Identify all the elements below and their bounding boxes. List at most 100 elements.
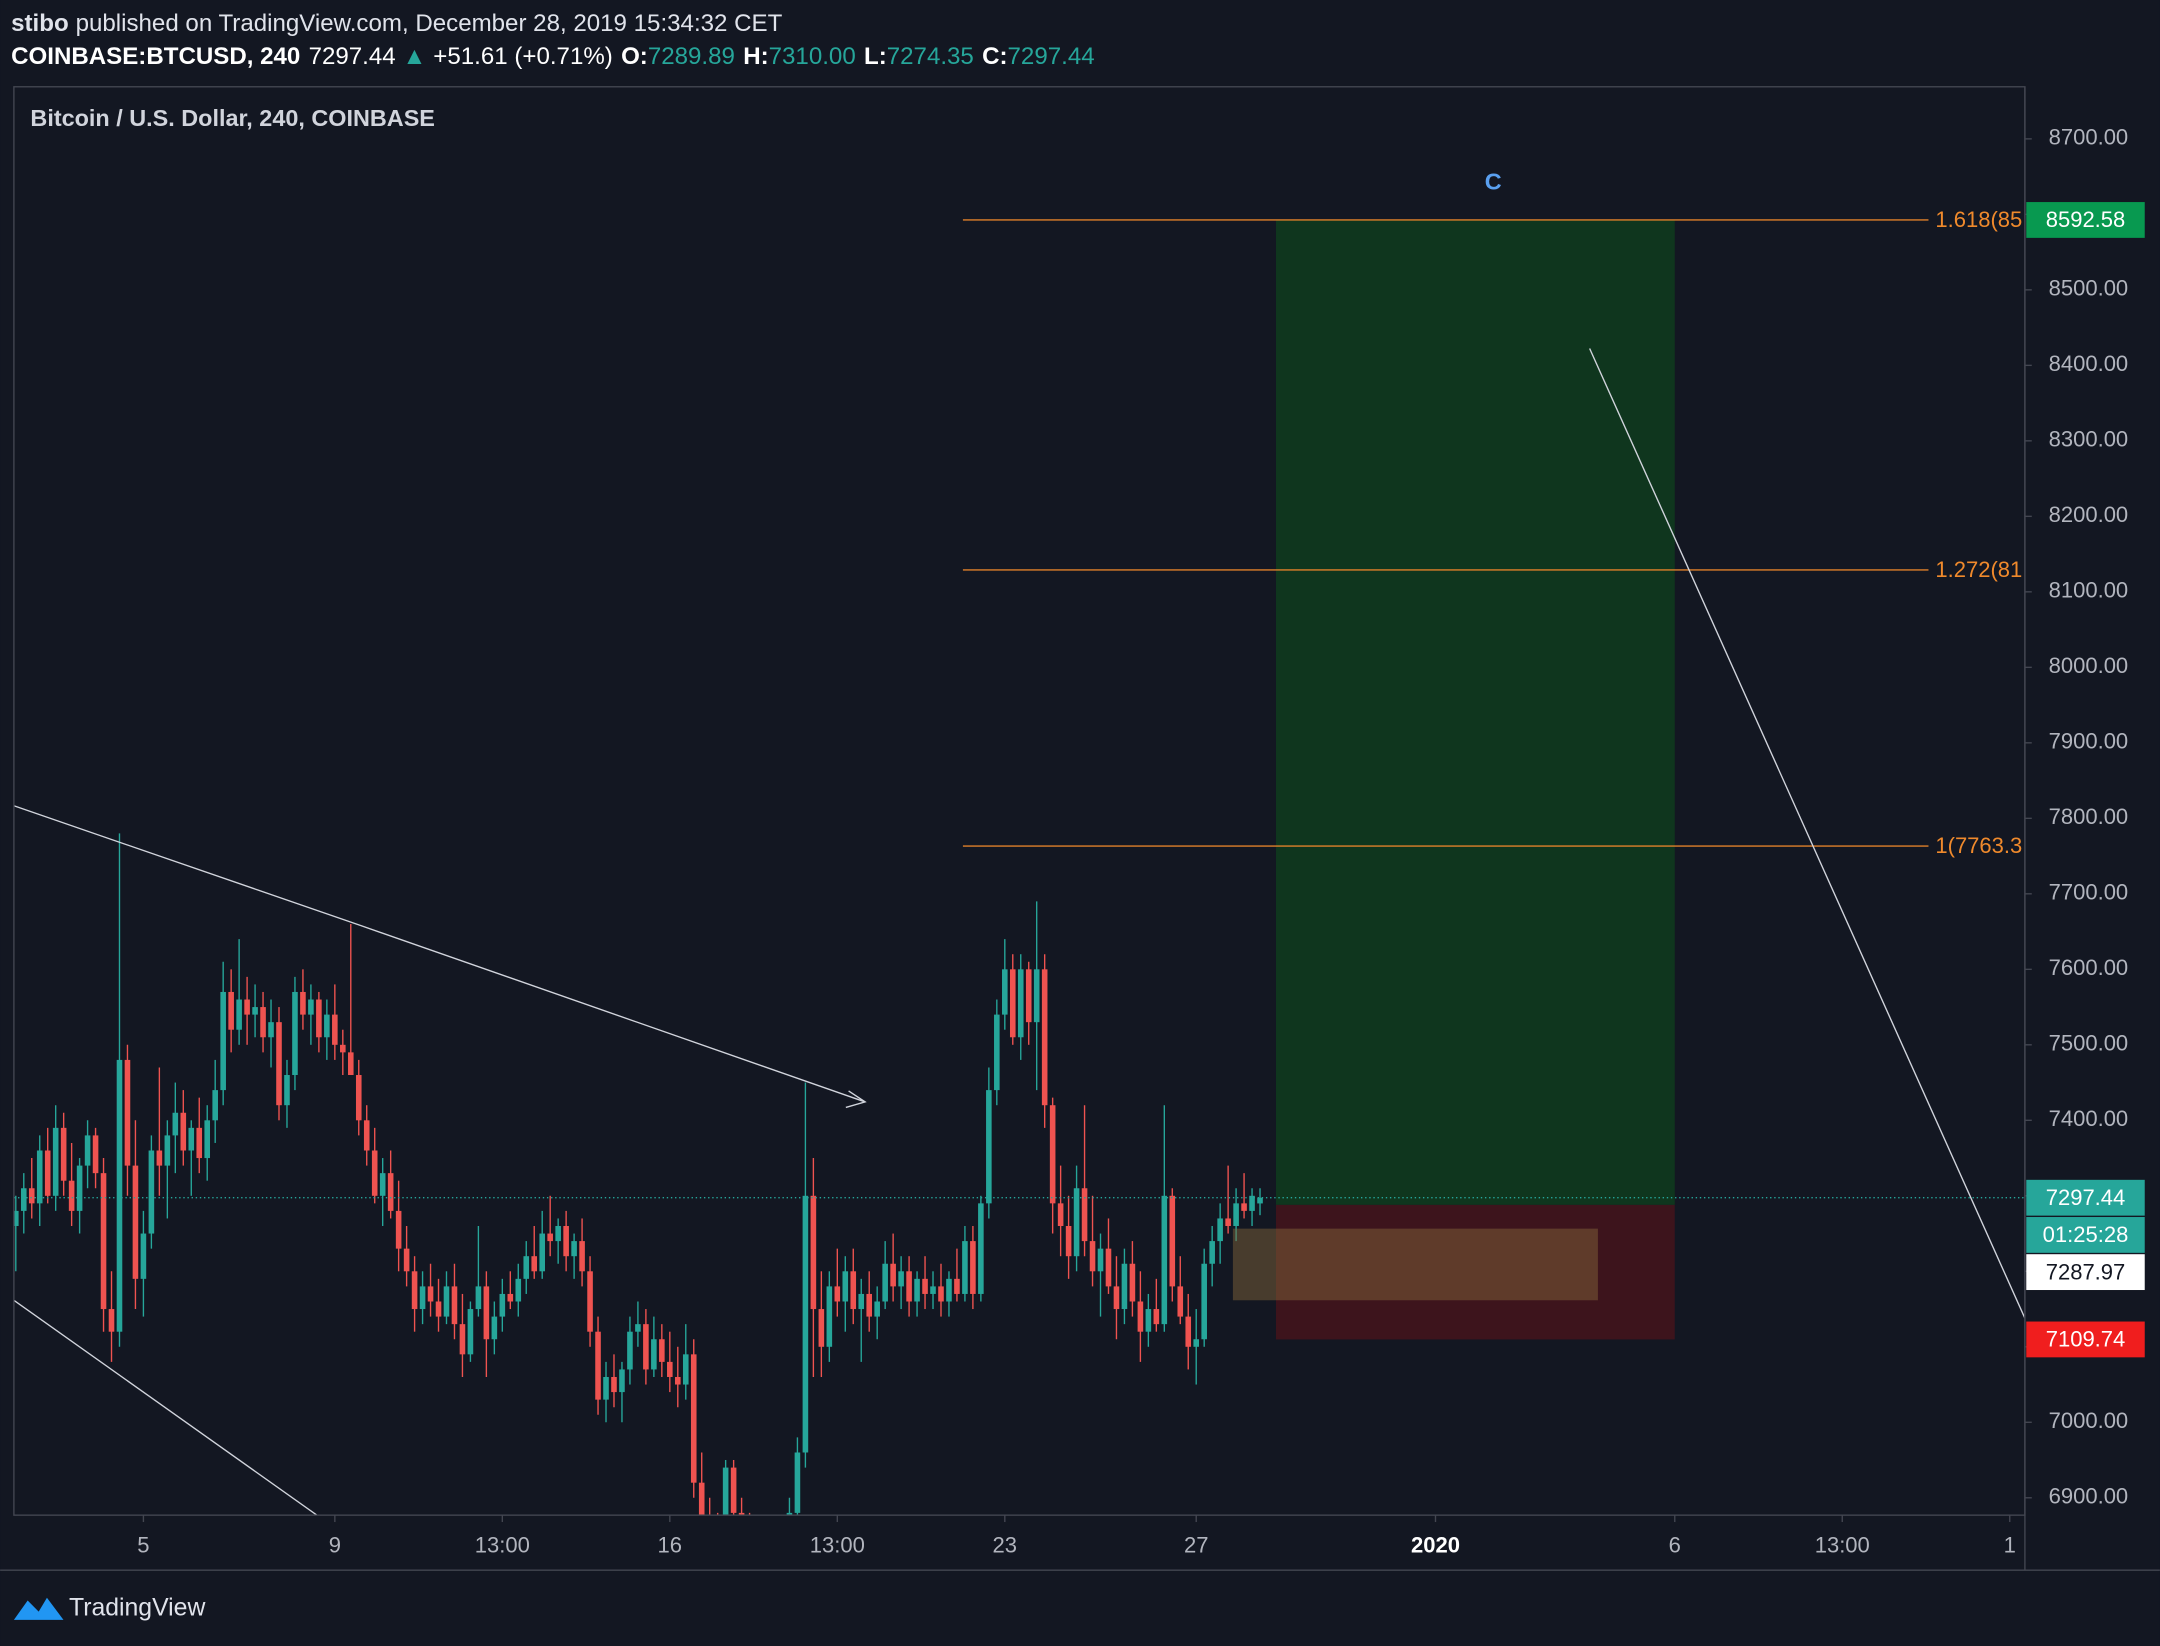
candle-body: [555, 1225, 561, 1242]
author: stibo: [11, 10, 69, 37]
candle-body: [587, 1271, 593, 1332]
candle-body: [387, 1173, 394, 1211]
change: +51.61 (+0.71%): [433, 43, 612, 70]
x-tick-label: 6: [1669, 1533, 1681, 1558]
candle-body: [1201, 1263, 1207, 1340]
high-label: H:: [743, 43, 768, 70]
candle-body: [1137, 1301, 1144, 1332]
candle-body: [922, 1278, 928, 1294]
candle-body: [1002, 969, 1008, 1015]
candle-body: [467, 1309, 474, 1355]
candle-body: [1257, 1197, 1263, 1204]
candle-body: [834, 1286, 841, 1302]
close-label: C:: [982, 43, 1007, 70]
candle-body: [1129, 1263, 1136, 1302]
loss-zone: [1275, 1204, 1675, 1340]
y-tick-label: 8000.00: [2049, 653, 2129, 678]
candle-body: [84, 1135, 91, 1166]
entry-price-tag-bg: [2026, 1254, 2145, 1291]
candle-body: [411, 1271, 418, 1310]
candle-body: [547, 1233, 553, 1242]
candle-body: [1145, 1309, 1152, 1332]
symbol: COINBASE:BTCUSD, 240: [11, 43, 300, 70]
y-tick-label: 7900.00: [2049, 729, 2129, 754]
footer: TradingView: [13, 1594, 205, 1621]
candle-body: [954, 1278, 960, 1294]
x-tick-label: 27: [1184, 1533, 1208, 1558]
logo: [13, 1597, 64, 1620]
candle-body: [1153, 1309, 1160, 1325]
candle-body: [1249, 1195, 1255, 1211]
candle-body: [930, 1286, 936, 1294]
candle-body: [491, 1316, 498, 1340]
candle-body: [188, 1127, 195, 1151]
candle-body: [970, 1241, 976, 1294]
candle-body: [1065, 1225, 1072, 1257]
last-price-tag: 7297.44: [2046, 1185, 2126, 1210]
y-tick-label: 7000.00: [2049, 1408, 2129, 1433]
target-price-tag-bg: [2026, 202, 2145, 238]
candle-body: [332, 1014, 338, 1045]
candle-body: [690, 1354, 697, 1483]
candle-body: [164, 1135, 171, 1166]
x-tick-label: 13:00: [475, 1533, 530, 1558]
candle-body: [643, 1324, 649, 1370]
candle-body: [236, 999, 242, 1030]
candle-body: [571, 1241, 577, 1257]
y-tick-label: 8300.00: [2049, 427, 2129, 452]
candle-body: [212, 1090, 218, 1121]
candle-body: [635, 1324, 641, 1332]
candle-body: [675, 1376, 681, 1385]
stop-price-tag: 7109.74: [2046, 1327, 2126, 1352]
candle-body: [403, 1248, 410, 1272]
candle-body: [435, 1301, 442, 1317]
candle-body: [1073, 1188, 1080, 1257]
candle-body: [1033, 969, 1040, 1023]
fib-label: 1(7763.3: [1935, 833, 2022, 858]
candle-body: [1225, 1218, 1231, 1226]
x-tick-label: 9: [329, 1533, 341, 1558]
candle-body: [308, 999, 314, 1015]
candle-body: [1057, 1203, 1064, 1226]
candle-body: [1185, 1316, 1192, 1347]
candle-body: [475, 1286, 482, 1310]
candle-body: [810, 1195, 817, 1310]
trend-line: [13, 1299, 318, 1516]
candle-body: [180, 1112, 187, 1151]
axes: 6900.007000.007100.007200.007300.007400.…: [137, 125, 2145, 1558]
candle-body: [682, 1354, 689, 1385]
brand: TradingView: [69, 1594, 205, 1621]
open: 7289.89: [648, 43, 735, 70]
candle-body: [156, 1150, 163, 1166]
candle-body: [427, 1286, 434, 1302]
candle-body: [1209, 1241, 1215, 1264]
candle-body: [906, 1271, 912, 1302]
high: 7310.00: [769, 43, 856, 70]
y-tick-label: 8400.00: [2049, 351, 2129, 376]
candle-body: [268, 1022, 274, 1038]
candle-body: [659, 1339, 665, 1362]
candle-body: [76, 1165, 83, 1211]
x-tick-label: 13:00: [810, 1533, 865, 1558]
candle-body: [419, 1286, 426, 1310]
y-tick-label: 6900.00: [2049, 1484, 2129, 1509]
x-tick-label: 23: [993, 1533, 1017, 1558]
x-tick-label: 13:00: [1815, 1533, 1870, 1558]
candle-body: [946, 1278, 952, 1302]
candle-body: [1081, 1188, 1088, 1242]
candle-body: [395, 1210, 402, 1249]
candle-body: [1161, 1195, 1168, 1325]
fib-label: 1.272(81: [1935, 557, 2022, 582]
candle-body: [515, 1278, 522, 1302]
candle-body: [651, 1339, 657, 1370]
candle-body: [140, 1233, 147, 1279]
candle-body: [1041, 969, 1048, 1106]
candle-body: [379, 1173, 386, 1196]
candle-body: [866, 1293, 873, 1317]
trend-line: [1589, 348, 2025, 1319]
header-line-1: stibo published on TradingView.com, Decem…: [11, 10, 782, 37]
candle-body: [1049, 1105, 1056, 1204]
candle-body: [1169, 1195, 1176, 1287]
